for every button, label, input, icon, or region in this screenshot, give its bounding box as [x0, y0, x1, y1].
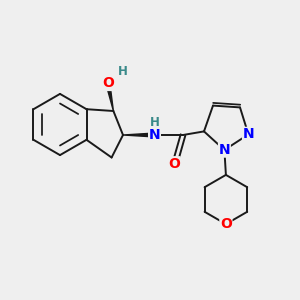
Text: O: O [168, 157, 180, 171]
Text: O: O [102, 76, 114, 90]
Text: H: H [150, 116, 160, 129]
Text: H: H [118, 65, 128, 78]
Text: N: N [243, 128, 254, 141]
Polygon shape [106, 84, 113, 111]
Text: O: O [220, 217, 232, 231]
Text: N: N [149, 128, 160, 142]
Text: N: N [219, 143, 230, 157]
Polygon shape [123, 133, 154, 137]
